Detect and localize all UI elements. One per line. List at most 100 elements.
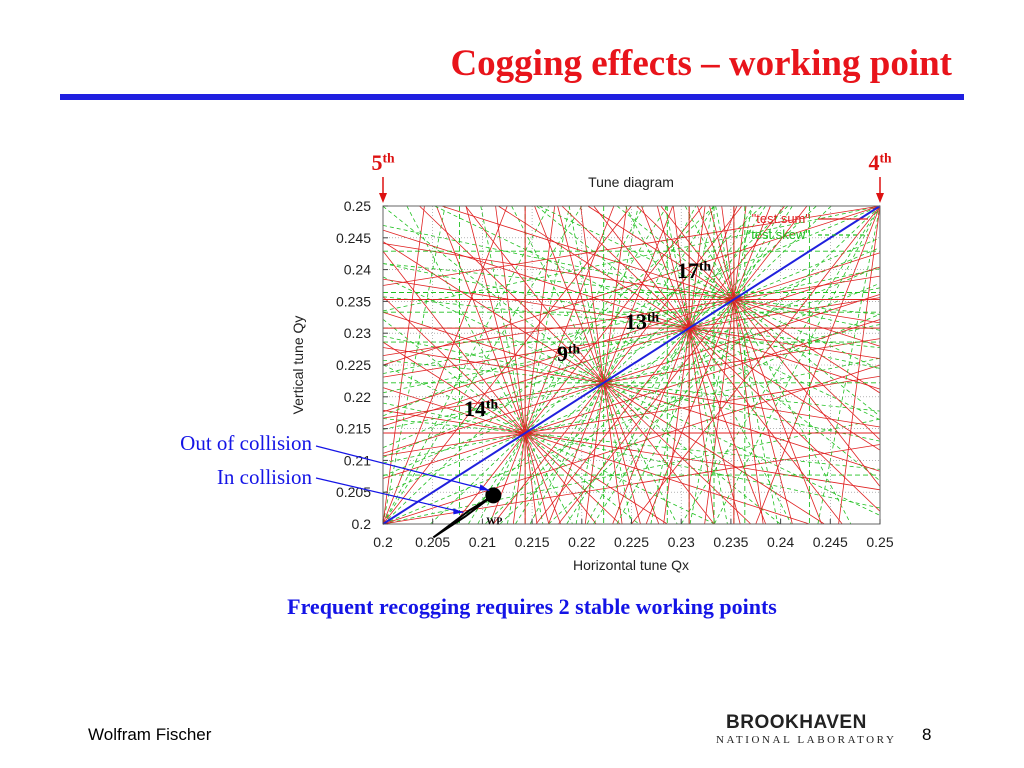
- sum-resonance-line: [535, 205, 785, 525]
- skew-resonance-line: [575, 205, 639, 525]
- sum-resonance-line: [382, 387, 810, 525]
- sum-resonance-line: [382, 296, 621, 525]
- sum-resonance-line: [663, 205, 706, 525]
- resonance-order-label: 14th: [464, 396, 499, 421]
- working-point-label: WP: [486, 516, 502, 527]
- skew-resonance-line: [382, 282, 881, 494]
- skew-resonance-line: [480, 205, 544, 525]
- y-tick-label: 0.2: [352, 516, 372, 532]
- legend-label: "test.skew": [747, 227, 811, 242]
- skew-resonance-line: [406, 205, 573, 525]
- out-of-collision-pointer: [315, 445, 490, 491]
- skew-resonance-line: [382, 247, 881, 458]
- skew-resonance-line: [382, 364, 715, 525]
- page-number: 8: [922, 725, 932, 744]
- out-of-collision-label: Out of collision: [180, 431, 312, 455]
- slide-title: Cogging effects – working point: [450, 43, 952, 84]
- sum-resonance-line: [382, 319, 881, 479]
- brookhaven-logo: BROOKHAVEN NATIONAL LABORATORY: [716, 712, 896, 748]
- y-tick-label: 0.25: [344, 198, 371, 214]
- skew-resonance-line: [382, 225, 881, 331]
- sum-resonance-line: [382, 266, 881, 427]
- skew-resonance-line: [616, 205, 783, 525]
- y-tick-label: 0.245: [336, 230, 371, 246]
- y-tick-label: 0.21: [344, 452, 371, 468]
- skew-resonance-line: [650, 205, 714, 525]
- sum-resonance-line: [382, 242, 881, 324]
- diagonal-qx-equals-qy: [382, 205, 881, 525]
- skew-resonance-line: [529, 205, 697, 525]
- resonance-order-label: 5th: [371, 150, 395, 175]
- skew-resonance-line: [382, 263, 881, 315]
- edge-arrowhead: [876, 193, 884, 203]
- skew-resonance-line: [382, 237, 881, 449]
- x-tick-label: 0.225: [614, 534, 649, 550]
- y-tick-label: 0.23: [344, 325, 371, 341]
- skew-resonance-line: [382, 335, 881, 442]
- working-point: WP Out of collision In collision: [180, 431, 502, 539]
- diagonal-line: [382, 205, 881, 525]
- x-axis-label: Horizontal tune Qx: [573, 557, 689, 573]
- x-tick-label: 0.215: [515, 534, 550, 550]
- skew-resonance-line: [689, 205, 753, 525]
- sum-resonance-line: [721, 205, 764, 525]
- legend: "test.sum""test.skew": [747, 211, 868, 242]
- x-tick-label: 0.2: [373, 534, 393, 550]
- sum-resonance-line: [382, 297, 881, 378]
- skew-resonance-line: [382, 359, 881, 412]
- skew-resonance-line: [382, 287, 881, 394]
- sum-resonance-line: [382, 205, 881, 366]
- x-tick-label: 0.21: [469, 534, 496, 550]
- working-point-marker: [485, 487, 502, 504]
- pointer-arrowhead: [453, 508, 464, 515]
- in-collision-label: In collision: [217, 465, 313, 489]
- resonance-order-label: 4th: [868, 150, 892, 175]
- skew-resonance-line: [382, 205, 881, 417]
- skew-resonance-line: [511, 205, 678, 525]
- y-tick-label: 0.24: [344, 262, 371, 278]
- edge-arrowhead: [379, 193, 387, 203]
- title-rule: [60, 94, 964, 100]
- skew-resonance-line: [382, 205, 881, 312]
- skew-resonance-line: [684, 205, 852, 525]
- y-tick-label: 0.225: [336, 357, 371, 373]
- skew-resonance-line: [568, 205, 632, 525]
- sum-resonance-line: [755, 205, 881, 525]
- x-tick-label: 0.22: [568, 534, 595, 550]
- resonance-order-label: 17th: [677, 258, 712, 283]
- x-tick-label: 0.25: [866, 534, 893, 550]
- footer-author: Wolfram Fischer: [88, 725, 212, 744]
- x-tick-label: 0.235: [713, 534, 748, 550]
- y-tick-label: 0.205: [336, 484, 371, 500]
- y-axis-label: Vertical tune Qy: [290, 316, 306, 415]
- skew-resonance-line: [586, 205, 754, 525]
- sum-resonance-line: [436, 205, 562, 525]
- skew-resonance-line: [382, 319, 640, 525]
- in-collision-pointer: [315, 477, 464, 513]
- skew-resonance-line: [382, 205, 446, 525]
- x-tick-label: 0.245: [813, 534, 848, 550]
- sum-resonance-line: [419, 205, 752, 525]
- skew-resonance-line: [506, 205, 570, 525]
- working-point-trace: [432, 494, 494, 539]
- sum-resonance-line: [382, 205, 425, 525]
- logo-subtitle: NATIONAL LABORATORY: [716, 734, 897, 746]
- skew-resonance-line: [713, 205, 881, 525]
- legend-label: "test.sum": [752, 211, 811, 226]
- y-tick-label: 0.235: [336, 293, 371, 309]
- sum-resonance-line: [382, 347, 881, 428]
- resonance-order-label: 13th: [625, 309, 660, 334]
- annotations: 14th 9th 13th 17th 5th 4th: [371, 150, 892, 421]
- y-tick-label: 0.22: [344, 389, 371, 405]
- skew-resonance-line: [382, 205, 550, 525]
- slide-caption: Frequent recogging requires 2 stable wor…: [287, 594, 777, 619]
- sum-resonance-line: [382, 205, 508, 525]
- x-tick-label: 0.24: [767, 534, 794, 550]
- skew-resonance-line: [382, 418, 881, 525]
- logo-wordmark: BROOKHAVEN: [726, 712, 867, 733]
- sum-resonance-line: [558, 205, 808, 525]
- sum-resonance-line: [580, 205, 623, 525]
- axis-ticks: [382, 205, 881, 525]
- skew-resonance-line: [382, 276, 881, 516]
